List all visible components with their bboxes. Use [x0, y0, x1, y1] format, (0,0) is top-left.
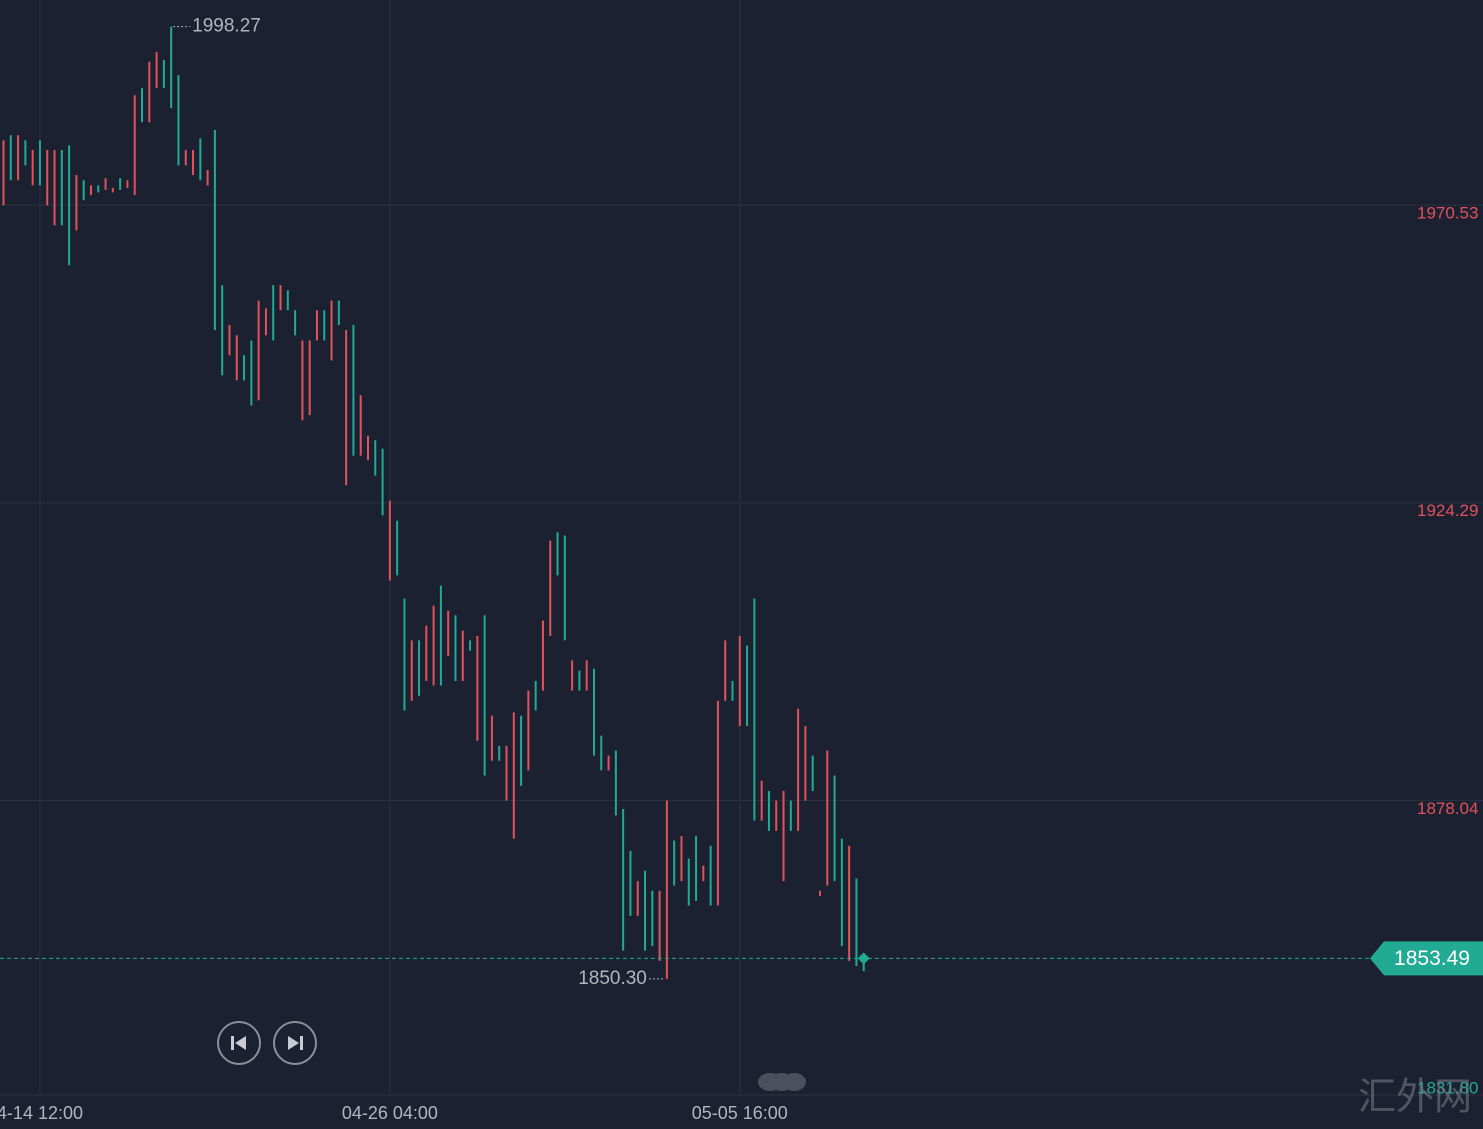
y-tick-label: 1878.04 — [1417, 799, 1478, 818]
last-price-marker — [857, 952, 870, 965]
y-tick-label: 1970.53 — [1417, 204, 1478, 223]
prev-button[interactable] — [217, 1021, 261, 1065]
next-button[interactable] — [273, 1021, 317, 1065]
x-tick-label: 04-26 04:00 — [342, 1103, 438, 1123]
x-tick-label: 05-05 16:00 — [692, 1103, 788, 1123]
x-tick-label: 4-14 12:00 — [0, 1103, 83, 1123]
y-tick-label: 1924.29 — [1417, 501, 1478, 520]
last-price-label: 1853.49 — [1394, 947, 1470, 970]
last-price-tag — [1370, 941, 1483, 976]
watermark: 汇外网 — [1358, 1075, 1472, 1119]
candles — [2, 26, 865, 979]
max-label: 1998.27 — [192, 16, 261, 37]
logo — [758, 1073, 806, 1091]
min-label: 1850.30 — [578, 968, 647, 989]
overlay: 1970.53 1924.29 1878.04 1831.80 4-14 12:00 04… — [0, 16, 1483, 1123]
y-tick-label: 1831.80 — [1417, 1078, 1478, 1097]
